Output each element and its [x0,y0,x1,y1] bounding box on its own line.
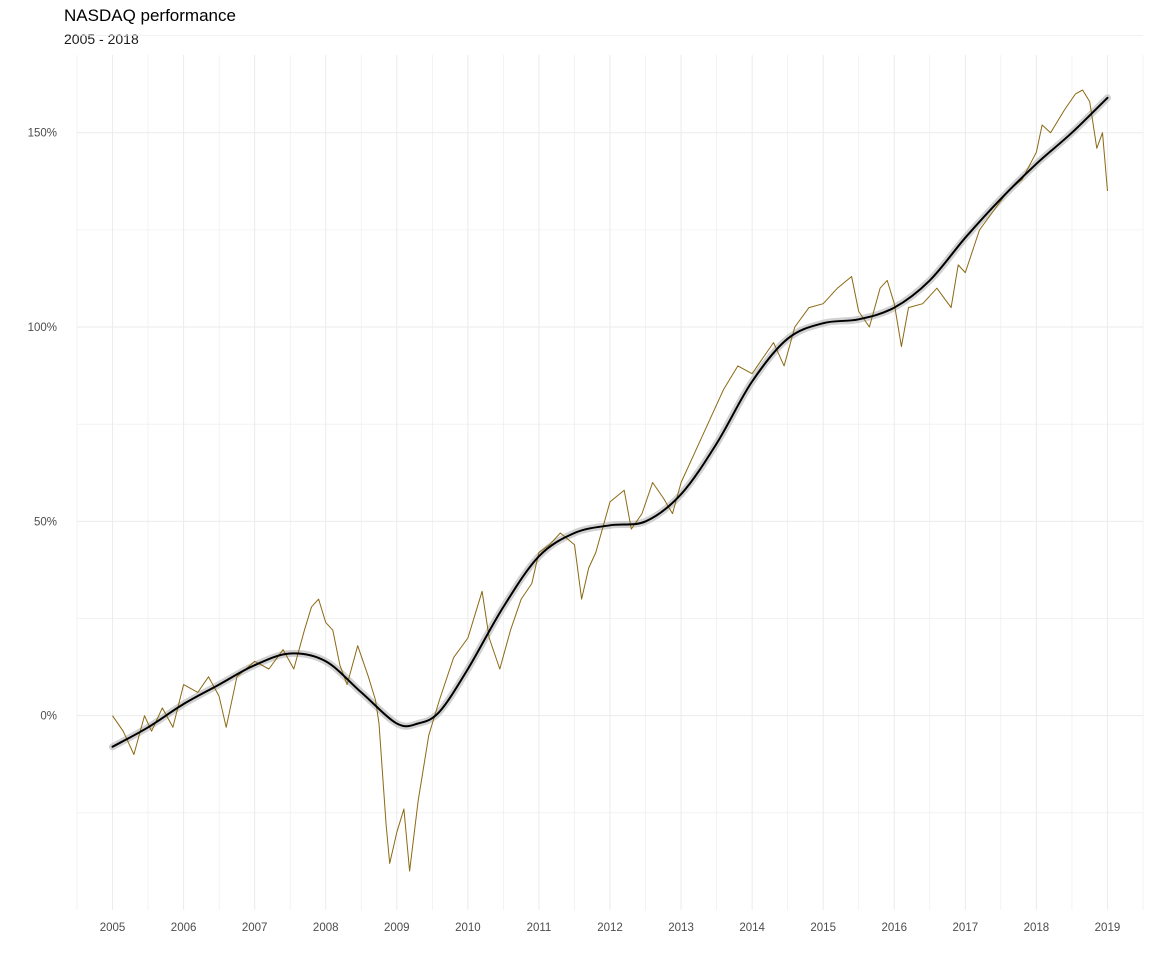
x-tick-label: 2012 [597,922,623,934]
trend-line [111,96,1109,748]
x-tick-label: 2011 [527,922,552,934]
chart-subtitle: 2005 - 2018 [64,31,139,47]
x-tick-label: 2007 [242,922,268,934]
x-axis: 2005 2006 2007 2008 2009 2010 2011 2012 2013 2014… [100,922,1121,934]
x-tick-label: 2017 [953,922,979,934]
y-tick-label: 50% [34,516,57,528]
grid-lines [76,35,1144,910]
x-tick-label: 2005 [100,922,126,934]
x-tick-label: 2010 [455,922,481,934]
x-tick-label: 2009 [384,922,410,934]
series-lines [111,89,1109,872]
x-tick-label: 2006 [171,922,197,934]
y-axis: 0% 50% 100% 150% [28,128,57,723]
x-tick-label: 2015 [810,922,836,934]
x-tick-label: 2008 [313,922,339,934]
y-tick-label: 0% [40,711,57,723]
x-tick-label: 2019 [1095,922,1121,934]
y-tick-label: 100% [28,322,57,334]
x-tick-label: 2018 [1024,922,1050,934]
chart-title: NASDAQ performance [64,6,236,25]
price-line [112,89,1108,872]
x-tick-label: 2016 [881,922,907,934]
x-tick-label: 2014 [739,922,765,934]
x-tick-label: 2013 [668,922,694,934]
y-tick-label: 150% [28,128,57,140]
